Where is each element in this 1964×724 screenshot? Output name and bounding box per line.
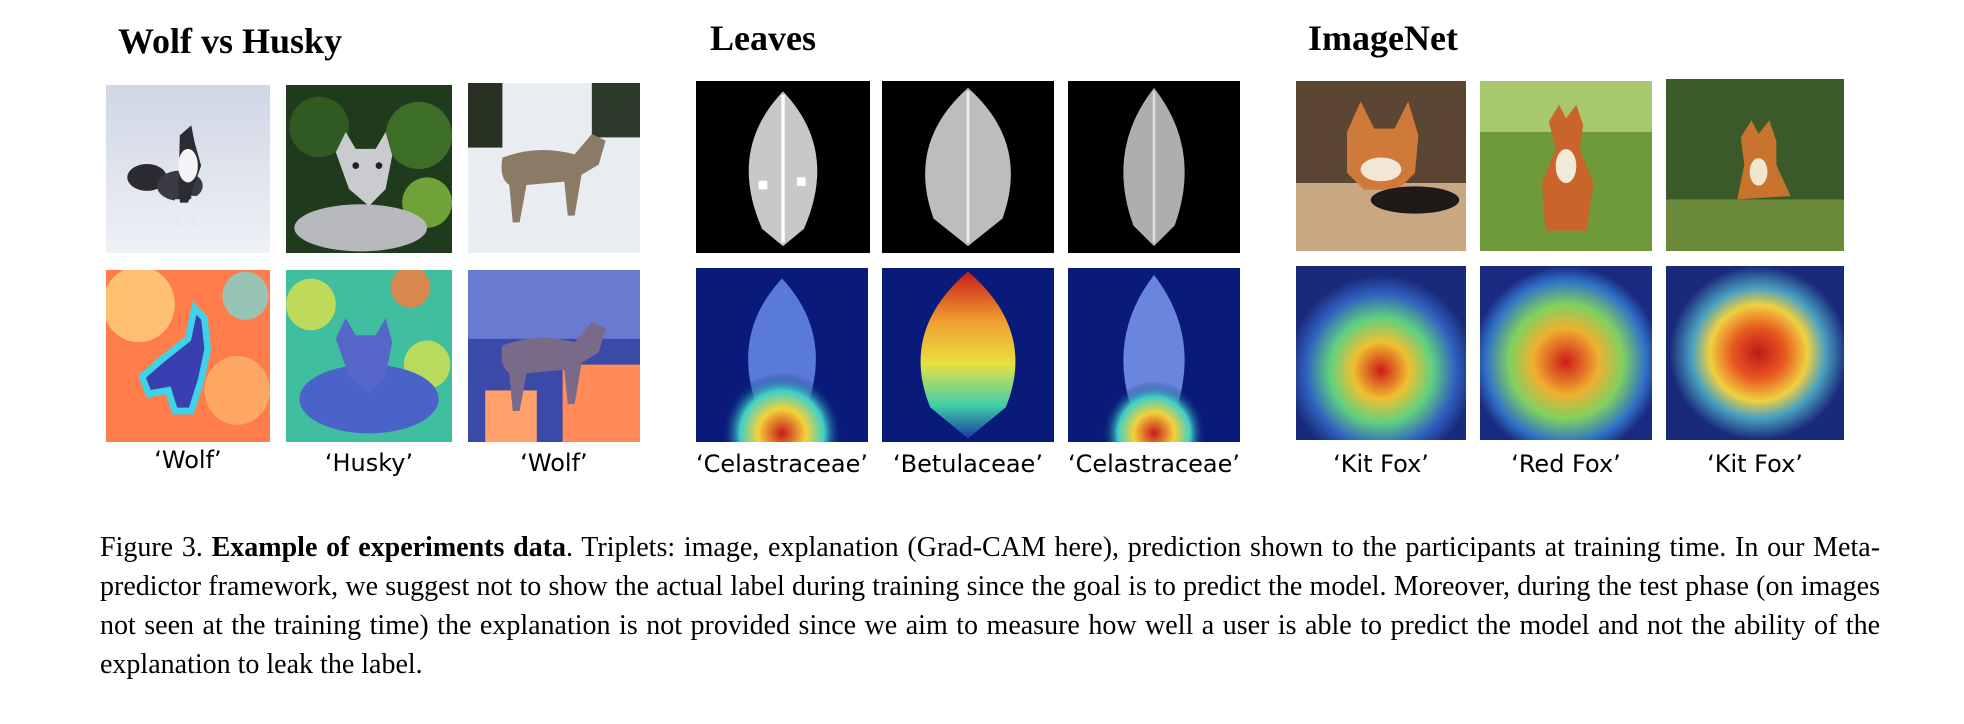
figure-caption-text: . Triplets: image, explanation (Grad-CAM… bbox=[100, 532, 1881, 680]
kit-fox-grass-photo bbox=[1666, 79, 1844, 251]
kit-fox-grass-gradcam-heatmap bbox=[1666, 266, 1844, 440]
prediction-label: ‘Celastraceae’ bbox=[1067, 450, 1241, 478]
figure-caption-title: Example of experiments data bbox=[211, 532, 567, 563]
wolf-forest-gradcam-heatmap bbox=[286, 270, 452, 442]
wolf-forest-photo bbox=[286, 85, 452, 253]
red-fox-standing-gradcam-heatmap bbox=[1480, 266, 1652, 440]
figure-number: Figure 3. bbox=[100, 532, 203, 563]
prediction-label: ‘Husky’ bbox=[324, 449, 414, 477]
prediction-label: ‘Red Fox’ bbox=[1511, 450, 1621, 478]
leaf-1-gradcam-heatmap bbox=[696, 268, 868, 442]
figure-caption: Figure 3. Example of experiments data. T… bbox=[100, 528, 1880, 684]
prediction-label: ‘Betulaceae’ bbox=[893, 450, 1043, 478]
section-title-wolf-vs-husky: Wolf vs Husky bbox=[118, 21, 343, 61]
prediction-label: ‘Kit Fox’ bbox=[1707, 450, 1803, 478]
section-title-leaves: Leaves bbox=[710, 18, 816, 58]
prediction-label: ‘Wolf’ bbox=[520, 449, 588, 477]
husky-snow-photo bbox=[106, 85, 270, 253]
leaf-3-gradcam-heatmap bbox=[1068, 268, 1240, 442]
red-fox-standing-photo bbox=[1480, 81, 1652, 251]
prediction-label: ‘Kit Fox’ bbox=[1333, 450, 1429, 478]
husky-gradcam-heatmap bbox=[106, 270, 270, 442]
wolf-snow-walking-photo bbox=[468, 83, 640, 253]
leaf-2-gradcam-heatmap bbox=[882, 268, 1054, 442]
leaf-photo-1 bbox=[696, 81, 870, 253]
wolf-snow-gradcam-heatmap bbox=[468, 270, 640, 442]
leaf-photo-3 bbox=[1068, 81, 1240, 253]
kit-fox-lying-photo bbox=[1296, 81, 1466, 251]
leaf-photo-2 bbox=[882, 81, 1054, 253]
prediction-label: ‘Wolf’ bbox=[154, 446, 222, 474]
prediction-label: ‘Celastraceae’ bbox=[695, 450, 869, 478]
kit-fox-lying-gradcam-heatmap bbox=[1296, 266, 1466, 440]
section-title-imagenet: ImageNet bbox=[1308, 18, 1458, 58]
